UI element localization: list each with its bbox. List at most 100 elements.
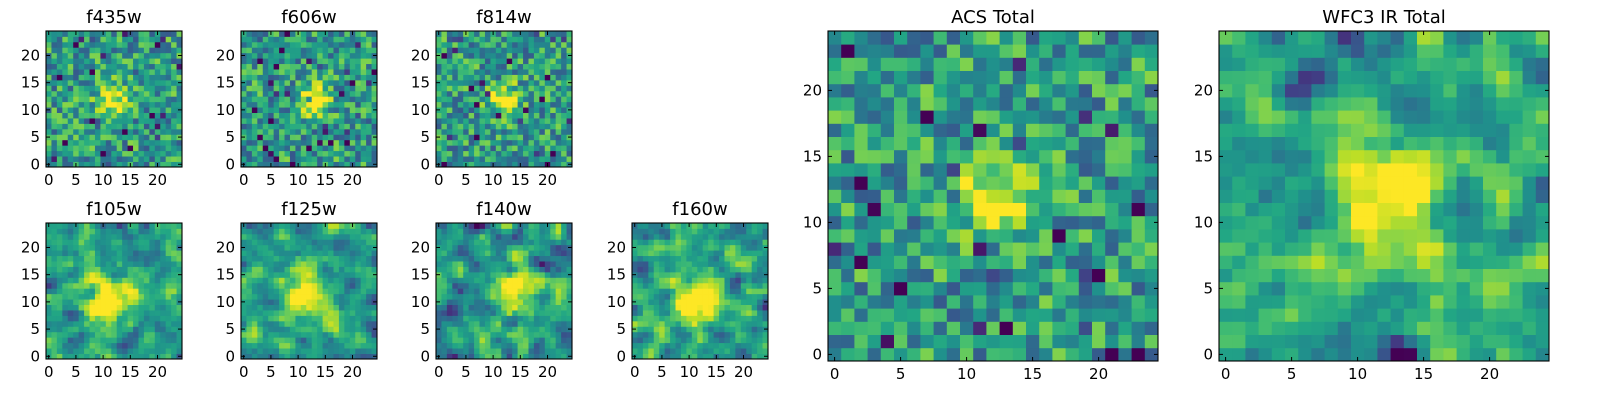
heatmap-cell <box>757 315 763 322</box>
heatmap-cell <box>933 229 948 243</box>
heatmap-cell <box>920 347 934 362</box>
heatmap-cell <box>268 74 275 81</box>
heatmap-cell <box>457 112 464 119</box>
heatmap-cell <box>729 353 736 360</box>
heatmap-cell <box>100 36 107 43</box>
heatmap-cell <box>78 353 85 360</box>
heatmap-cell <box>999 334 1014 349</box>
heatmap-cell <box>452 161 459 168</box>
heatmap-cell <box>160 139 167 146</box>
heatmap-cell <box>468 156 475 162</box>
heatmap-cell <box>111 261 118 267</box>
heatmap-cell <box>360 233 367 240</box>
heatmap-cell <box>740 228 747 235</box>
heatmap-cell <box>246 348 253 354</box>
heatmap-cell <box>289 52 296 59</box>
heatmap-cell <box>84 74 90 81</box>
heatmap-cell <box>349 277 356 284</box>
heatmap-cell <box>457 277 464 284</box>
heatmap-cell <box>517 310 524 316</box>
heatmap-cell <box>468 101 475 108</box>
heatmap-cell <box>154 326 161 333</box>
heatmap-cell <box>452 107 459 113</box>
heatmap-cell <box>333 255 340 262</box>
heatmap-cell <box>322 69 329 75</box>
heatmap-cell <box>664 288 671 295</box>
heatmap-cell <box>452 266 459 273</box>
heatmap-cell <box>306 320 313 327</box>
heatmap-cell <box>506 79 513 86</box>
heatmap-cell <box>501 96 508 103</box>
heatmap-cell <box>122 79 128 86</box>
heatmap-cell <box>555 244 562 251</box>
heatmap-cell <box>659 282 666 289</box>
heatmap-cell <box>306 348 313 354</box>
heatmap-cell <box>360 337 367 344</box>
heatmap-cell <box>550 266 557 273</box>
heatmap-cell <box>561 293 567 300</box>
heatmap-cell <box>1052 334 1066 349</box>
heatmap-cell <box>355 156 362 162</box>
heatmap-cell <box>740 233 747 240</box>
heatmap-cell <box>133 145 139 152</box>
heatmap-cell <box>446 277 453 284</box>
heatmap-cell <box>46 266 52 273</box>
heatmap-cell <box>46 112 52 119</box>
heatmap-cell <box>317 223 323 229</box>
heatmap-cell <box>89 150 96 157</box>
heatmap-cell <box>73 58 80 65</box>
heatmap-cell <box>880 347 895 362</box>
heatmap-cell <box>371 123 378 130</box>
heatmap-cell <box>73 266 80 273</box>
heatmap-cell <box>349 266 356 273</box>
heatmap-cell <box>89 320 96 327</box>
heatmap-cell <box>273 69 280 75</box>
heatmap-cell <box>149 134 156 141</box>
heatmap-cell <box>62 63 69 70</box>
heatmap-cell <box>51 331 58 338</box>
heatmap-cell <box>89 36 96 43</box>
heatmap-cell <box>1105 215 1119 230</box>
heatmap-cell <box>67 63 74 70</box>
heatmap-cell <box>295 112 302 119</box>
heatmap-cell <box>122 293 128 300</box>
heatmap-cell <box>501 326 508 333</box>
heatmap-cell <box>67 337 74 344</box>
heatmap-cell <box>637 223 644 229</box>
heatmap-cell <box>317 255 323 262</box>
heatmap-cell <box>946 268 961 283</box>
heatmap-cell <box>279 134 285 141</box>
heatmap-cell <box>880 202 895 217</box>
heatmap-cell <box>441 145 448 152</box>
heatmap-cell <box>246 145 253 152</box>
heatmap-cell <box>116 228 123 235</box>
heatmap-cell <box>1144 308 1159 322</box>
heatmap-cell <box>544 255 551 262</box>
heatmap-cell <box>539 69 546 75</box>
heatmap-cell <box>740 337 747 344</box>
heatmap-cell <box>295 310 302 316</box>
heatmap-cell <box>273 304 280 311</box>
heatmap-cell <box>642 293 649 300</box>
heatmap-cell <box>632 277 638 284</box>
heatmap-cell <box>62 134 69 141</box>
heatmap-cell <box>46 150 52 157</box>
heatmap-cell <box>349 63 356 70</box>
heatmap-cell <box>133 337 139 344</box>
heatmap-cell <box>154 150 161 157</box>
heatmap-cell <box>719 326 725 333</box>
heatmap-cell <box>338 47 345 54</box>
heatmap-cell <box>51 277 58 284</box>
heatmap-cell <box>89 337 96 344</box>
heatmap-cell <box>295 255 302 262</box>
heatmap-cell <box>176 128 183 135</box>
heatmap-cell <box>94 337 101 344</box>
heatmap-cell <box>160 315 167 322</box>
panel-title: f160w <box>672 199 727 220</box>
heatmap-cell <box>697 255 704 262</box>
heatmap-cell <box>116 250 123 257</box>
heatmap-cell <box>566 112 573 119</box>
heatmap-cell <box>441 101 448 108</box>
heatmap-cell <box>446 156 453 162</box>
